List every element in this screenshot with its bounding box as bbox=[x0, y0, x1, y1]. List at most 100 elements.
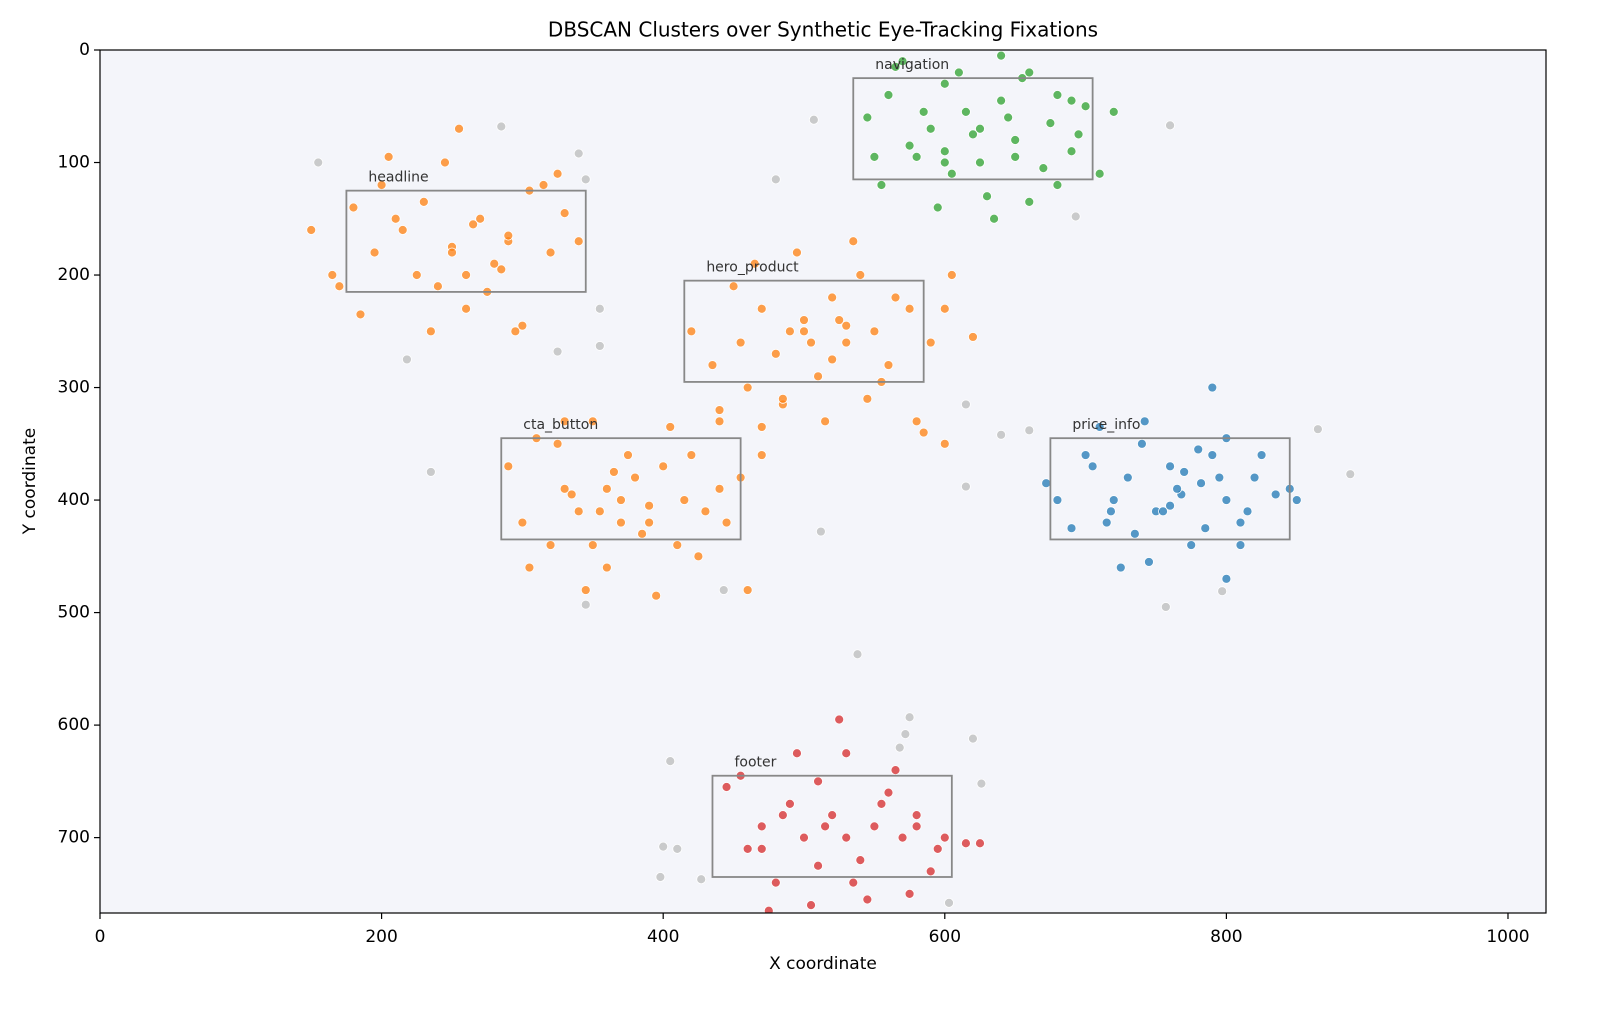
chart-title: DBSCAN Clusters over Synthetic Eye-Track… bbox=[548, 18, 1098, 42]
fixation-point bbox=[390, 213, 401, 224]
fixation-point bbox=[939, 303, 950, 314]
fixation-point bbox=[1217, 586, 1228, 597]
fixation-point bbox=[799, 326, 809, 337]
fixation-point bbox=[770, 348, 781, 359]
fixation-point bbox=[545, 540, 556, 550]
fixation-point bbox=[461, 303, 471, 314]
fixation-point bbox=[735, 337, 746, 348]
fixation-point bbox=[834, 315, 845, 325]
fixation-point bbox=[665, 422, 676, 432]
fixation-point bbox=[1101, 517, 1112, 528]
fixation-point bbox=[1010, 151, 1021, 162]
fixation-point bbox=[1221, 495, 1232, 505]
fixation-point bbox=[904, 303, 915, 314]
fixation-point bbox=[1024, 425, 1035, 436]
fixation-point bbox=[989, 213, 999, 224]
fixation-point bbox=[496, 264, 507, 275]
x-axis-label: X coordinate bbox=[769, 954, 877, 974]
fixation-point bbox=[524, 562, 535, 573]
fixation-point bbox=[961, 481, 971, 492]
fixation-point bbox=[637, 528, 647, 539]
fixation-point bbox=[900, 729, 911, 739]
fixation-point bbox=[975, 157, 985, 168]
fixation-point bbox=[925, 123, 936, 134]
fixation-point bbox=[862, 112, 873, 123]
fixation-point bbox=[1080, 101, 1091, 112]
fixation-point bbox=[630, 472, 640, 483]
fixation-point bbox=[756, 422, 767, 432]
fixation-point bbox=[1291, 495, 1302, 505]
fixation-point bbox=[447, 247, 457, 258]
aoi-label: price_info bbox=[1072, 417, 1140, 433]
fixation-point bbox=[869, 151, 880, 162]
fixation-point bbox=[601, 562, 612, 573]
y-tick-label: 100 bbox=[58, 153, 90, 173]
y-tick-label: 700 bbox=[58, 828, 90, 848]
fixation-point bbox=[756, 843, 767, 854]
fixation-point bbox=[1052, 180, 1063, 190]
fixation-point bbox=[841, 320, 852, 331]
fixation-point bbox=[852, 649, 863, 660]
fixation-point bbox=[813, 776, 823, 787]
fixation-point bbox=[897, 832, 908, 843]
fixation-point bbox=[862, 393, 873, 404]
plot-area bbox=[100, 50, 1546, 913]
plot-layer: headline hero_product cta_button navigation… bbox=[306, 50, 1356, 913]
aoi-label: cta_button bbox=[523, 417, 598, 433]
fixation-point bbox=[1052, 90, 1063, 100]
fixation-point bbox=[742, 382, 753, 393]
fixation-point bbox=[559, 416, 570, 427]
fixation-point bbox=[996, 429, 1007, 440]
fixation-point bbox=[665, 756, 676, 767]
fixation-point bbox=[1179, 467, 1190, 477]
fixation-point bbox=[742, 585, 753, 595]
fixation-point bbox=[1094, 422, 1105, 432]
fixation-point bbox=[693, 551, 704, 562]
fixation-point bbox=[616, 495, 626, 505]
fixation-point bbox=[968, 332, 978, 342]
fixation-point bbox=[728, 281, 739, 292]
x-tick-label: 200 bbox=[365, 927, 397, 947]
fixation-point bbox=[785, 798, 795, 809]
fixation-point bbox=[721, 782, 732, 792]
aoi-box bbox=[345, 189, 587, 293]
fixation-point bbox=[700, 506, 711, 517]
fixation-point bbox=[1108, 495, 1119, 505]
fixation-point bbox=[397, 225, 408, 235]
aoi-label: headline bbox=[368, 170, 428, 186]
fixation-point bbox=[932, 202, 943, 213]
fixation-point bbox=[918, 106, 929, 117]
fixation-point bbox=[792, 748, 802, 759]
fixation-point bbox=[517, 320, 528, 331]
fixation-point bbox=[756, 303, 767, 314]
fixation-point bbox=[714, 483, 725, 494]
fixation-point bbox=[777, 810, 788, 821]
fixation-point bbox=[559, 208, 570, 219]
fixation-point bbox=[869, 821, 880, 832]
fixation-point bbox=[996, 95, 1007, 106]
fixation-point bbox=[869, 326, 880, 337]
fixation-point bbox=[883, 787, 894, 798]
fixation-point bbox=[376, 180, 387, 190]
fixation-point bbox=[932, 843, 943, 854]
fixation-point bbox=[827, 354, 838, 365]
fixation-point bbox=[946, 168, 957, 179]
fixation-point bbox=[785, 326, 795, 337]
y-tick-label: 600 bbox=[58, 715, 90, 735]
fixation-point bbox=[1129, 528, 1140, 539]
fixation-point bbox=[1010, 135, 1021, 145]
fixation-point bbox=[808, 114, 819, 125]
x-tick-label: 600 bbox=[929, 927, 961, 947]
fixation-point bbox=[897, 56, 908, 67]
fixation-point bbox=[355, 309, 366, 320]
fixation-point bbox=[468, 219, 479, 230]
y-tick-label: 300 bbox=[58, 378, 90, 398]
fixation-point bbox=[348, 202, 359, 213]
fixation-point bbox=[1172, 483, 1183, 494]
fixation-point bbox=[580, 585, 591, 595]
fixation-point bbox=[996, 50, 1007, 61]
fixation-point bbox=[1038, 163, 1049, 174]
points bbox=[306, 50, 1356, 913]
fixation-point bbox=[855, 270, 866, 280]
fixation-point bbox=[1235, 517, 1246, 528]
